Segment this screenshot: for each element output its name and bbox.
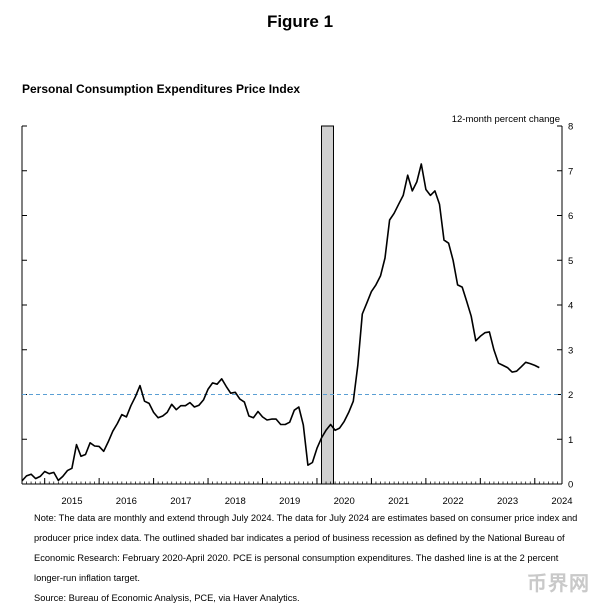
y-tick-label: 6 [568,211,573,222]
x-tick-label: 2017 [170,496,191,507]
watermark-logo: 币界网 [527,573,590,595]
x-tick-label: 2022 [443,496,464,507]
source-text: Source: Bureau of Economic Analysis, PCE… [34,593,300,603]
y-tick-label: 8 [568,122,573,133]
chart-title: Personal Consumption Expenditures Price … [22,82,301,96]
x-tick-label: 2020 [334,496,355,507]
y-tick-label: 1 [568,435,573,446]
x-tick-label: 2018 [225,496,246,507]
chart-note: Note: The data are monthly and extend th… [22,508,588,608]
y-tick-label: 5 [568,256,573,267]
recession-bar [320,125,334,485]
x-tick-label: 2019 [279,496,300,507]
y-tick-label: 2 [568,390,573,401]
x-tick-label: 2015 [61,496,82,507]
x-tick-label: 2021 [388,496,409,507]
figure-title: Figure 1 [266,12,334,31]
y-tick-label: 3 [568,345,573,356]
y-tick-label: 0 [568,480,573,491]
x-tick-label: 2023 [497,496,518,507]
plot-frame [21,126,563,485]
note-text: Note: The data are monthly and extend th… [34,513,578,583]
y-tick-label: 4 [568,301,573,312]
y-axis-label: 12-month percent change [451,114,560,125]
y-tick-label: 7 [568,166,573,177]
x-tick-label: 2024 [551,496,572,507]
x-tick-label: 2016 [116,496,137,507]
pce-series-line [21,163,540,482]
